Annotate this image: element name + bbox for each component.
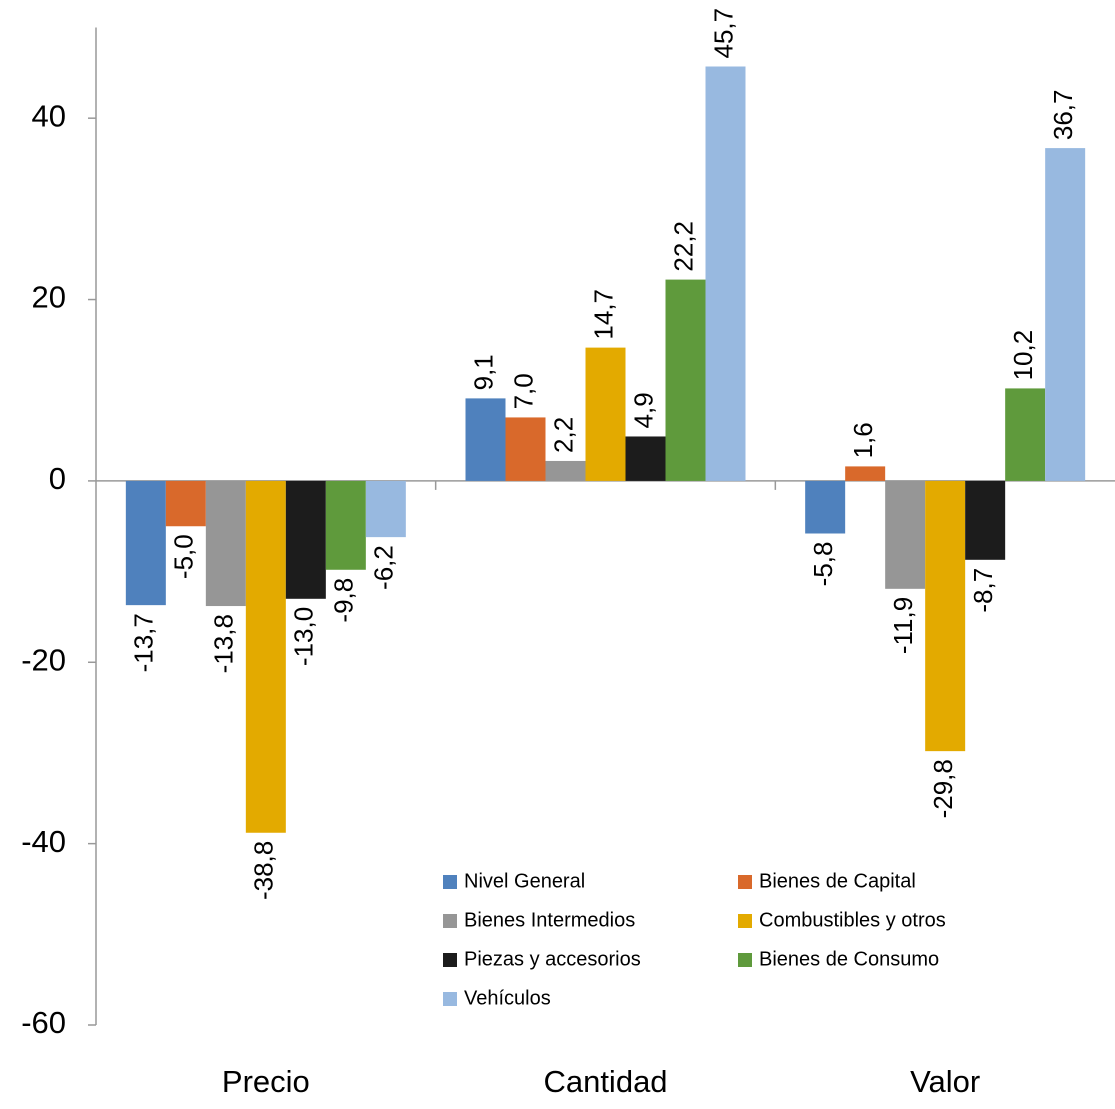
value-label: -9,8 <box>329 578 359 623</box>
bar <box>625 436 666 481</box>
y-tick-label: 20 <box>32 280 66 315</box>
legend-swatch <box>443 992 457 1006</box>
value-label: -5,0 <box>169 534 199 579</box>
value-label: 14,7 <box>588 289 618 340</box>
value-label: -38,8 <box>249 841 279 900</box>
bar <box>325 480 366 570</box>
bar <box>885 480 926 589</box>
value-label: 36,7 <box>1048 89 1078 140</box>
y-tick-label: -20 <box>21 642 66 677</box>
value-label: -11,9 <box>888 597 918 654</box>
value-label: 1,6 <box>848 422 878 458</box>
bar <box>165 480 206 527</box>
bar <box>665 279 706 481</box>
value-label: -13,7 <box>129 613 159 672</box>
value-label: -6,2 <box>369 545 399 590</box>
value-label: 45,7 <box>708 8 738 59</box>
value-label: -5,8 <box>808 542 838 587</box>
bar <box>585 347 626 481</box>
y-tick-label: 40 <box>32 98 66 133</box>
legend-label: Vehículos <box>464 987 551 1009</box>
bar <box>965 480 1006 560</box>
x-tick-label: Valor <box>910 1064 980 1099</box>
y-tick-label: 0 <box>49 461 66 496</box>
value-label: -8,7 <box>968 568 998 613</box>
value-label: 22,2 <box>668 221 698 272</box>
legend-label: Bienes Intermedios <box>464 909 635 931</box>
legend-label: Nivel General <box>464 870 585 892</box>
bar <box>365 480 406 538</box>
bar <box>805 480 846 534</box>
bar <box>1005 388 1046 481</box>
legend-label: Combustibles y otros <box>759 909 946 931</box>
bar <box>505 417 546 481</box>
legend-swatch <box>443 953 457 967</box>
x-tick-label: Cantidad <box>543 1064 667 1099</box>
value-label: -13,8 <box>209 614 239 673</box>
bar <box>1045 148 1086 481</box>
legend-label: Piezas y accesorios <box>464 948 641 970</box>
legend-label: Bienes de Capital <box>759 870 916 892</box>
legend-swatch <box>738 875 752 889</box>
value-label: 2,2 <box>548 417 578 453</box>
value-label: 7,0 <box>508 373 538 409</box>
bar <box>465 398 506 481</box>
bar <box>125 480 166 606</box>
value-label: 10,2 <box>1008 330 1038 381</box>
value-label: -13,0 <box>289 607 319 666</box>
value-label: 9,1 <box>468 354 498 390</box>
bar <box>845 466 886 481</box>
bar <box>285 480 326 599</box>
legend-swatch <box>738 914 752 928</box>
value-label: 4,9 <box>628 392 658 428</box>
bar <box>205 480 246 607</box>
legend-swatch <box>443 914 457 928</box>
bar <box>245 480 286 833</box>
x-tick-label: Precio <box>222 1064 310 1099</box>
legend-label: Bienes de Consumo <box>759 948 939 970</box>
legend-swatch <box>738 953 752 967</box>
y-tick-label: -40 <box>21 824 66 859</box>
bar <box>545 460 586 481</box>
bar <box>925 480 966 752</box>
bar <box>705 66 746 481</box>
y-tick-label: -60 <box>21 1005 66 1040</box>
legend-swatch <box>443 875 457 889</box>
value-label: -29,8 <box>928 759 958 818</box>
